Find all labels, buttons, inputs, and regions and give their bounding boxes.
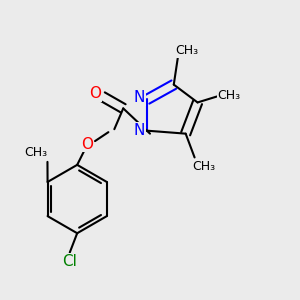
Text: O: O	[82, 136, 94, 152]
Text: N: N	[134, 123, 145, 138]
Text: O: O	[89, 86, 101, 101]
Text: CH₃: CH₃	[217, 88, 240, 101]
Text: Cl: Cl	[62, 254, 77, 269]
Text: CH₃: CH₃	[192, 160, 215, 173]
Text: N: N	[134, 91, 145, 106]
Text: CH₃: CH₃	[24, 146, 47, 160]
Text: CH₃: CH₃	[176, 44, 199, 57]
